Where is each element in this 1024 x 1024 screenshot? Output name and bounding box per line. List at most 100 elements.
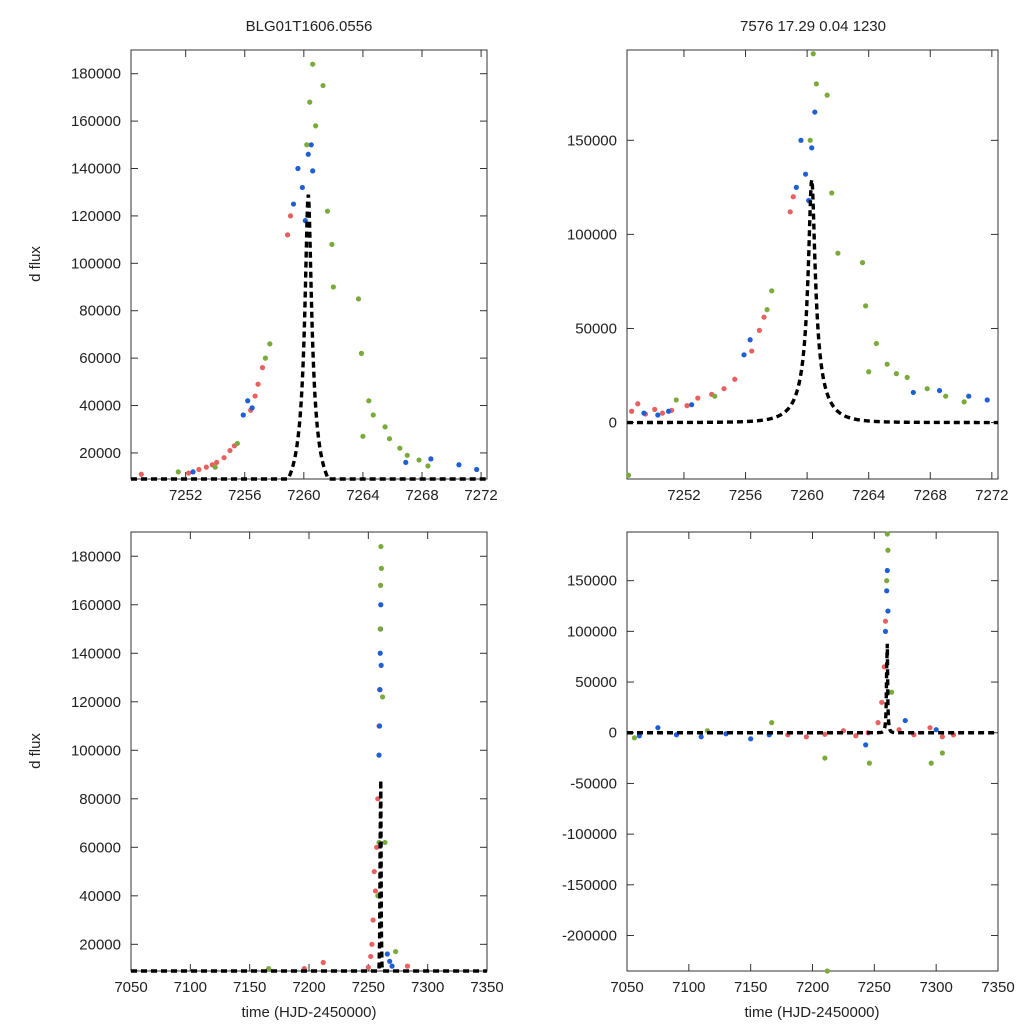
y-tick-label: 80000 [79,303,121,320]
data-point-blue [885,608,891,614]
data-point-green [943,393,949,399]
title-right: 7576 17.29 0.04 1230 [740,18,886,35]
data-point-green [397,445,403,451]
data-point-red [721,386,727,392]
data-point-green [835,250,841,256]
data-point-green [310,61,316,67]
data-point-blue [882,628,889,634]
data-point-blue [387,958,393,964]
data-point-green [262,355,269,361]
data-point-blue [290,201,297,207]
y-tick-label: 120000 [71,208,121,225]
y-tick-label: 160000 [71,113,121,130]
data-point-green [822,755,828,761]
plot-frame [626,49,999,480]
data-point-blue [377,723,383,729]
y-tick-label: -50000 [570,775,617,792]
y-tick-label: 140000 [71,161,121,178]
data-point-green [313,123,319,129]
data-point-red [252,393,258,399]
data-point-green [924,386,930,392]
data-point-blue [636,733,642,739]
data-point-red [803,734,809,740]
data-point-blue [377,650,383,656]
data-point-green [382,424,388,430]
data-point-green [175,469,181,475]
data-point-green [873,340,879,347]
data-point-green [320,82,326,89]
y-ticks: -200000 -150000 -100000 -50000 0 50000 100000 1… [562,573,998,945]
data-point-blue [403,459,409,466]
data-point-red [695,395,701,401]
panel-zoom-right: 7252 7256 7260 7264 7268 7272 0 50000 100000 150… [567,49,1009,504]
y-tick-label: 100000 [71,255,121,272]
x-tick-label: 7252 [667,487,700,504]
data-point-red [939,734,945,740]
data-point-blue [936,387,943,394]
x-tick-label: 7300 [919,979,952,996]
x-tick-label: 7268 [405,487,438,504]
data-point-red [203,464,209,470]
data-point-blue [428,456,434,462]
data-point-red [879,699,885,705]
data-point-green [377,582,384,588]
y-tick-label: 20000 [79,936,121,953]
data-point-green [769,720,775,726]
data-point-green [769,288,775,294]
data-point-blue [665,408,672,414]
y-axis-label: d flux [27,246,44,282]
data-point-red [196,466,202,473]
x-tick-label: 7268 [914,487,947,504]
data-point-green [939,750,945,756]
x-axis-label: time (HJD-2450000) [241,1004,376,1021]
model-curve [627,179,998,425]
data-point-red [404,963,411,969]
data-point-red [732,376,738,382]
data-point-red [684,403,690,409]
y-tick-label: 20000 [79,445,121,462]
data-point-green [859,260,866,266]
plot-frame [130,531,488,972]
data-point-blue [798,137,804,143]
y-ticks: 0 50000 100000 150000 [567,132,998,432]
data-point-blue [902,717,908,724]
data-point-red [374,844,380,850]
y-tick-label: 60000 [79,350,121,367]
x-tick-label: 7300 [411,979,444,996]
x-tick-label: 7264 [346,487,379,504]
data-point-blue [384,951,390,957]
data-point-blue [809,145,815,151]
data-point-green [378,565,384,571]
data-point-blue [812,109,818,115]
data-point-red [896,727,902,733]
x-axis-label: time (HJD-2450000) [744,1004,879,1021]
data-point-red [822,731,828,737]
x-tick-label: 7260 [790,487,823,504]
y-tick-label: -150000 [562,877,617,894]
data-point-green [266,965,272,972]
data-point-green [404,452,410,458]
y-tick-label: -200000 [562,928,617,945]
x-ticks: 7252 7256 7260 7264 7268 7272 [169,50,498,504]
data-point-green [355,296,362,302]
data-point-green [378,543,384,550]
data-points [266,543,411,972]
data-point-green [928,760,934,766]
data-point-green [884,531,890,537]
x-tick-label: 7260 [287,487,320,504]
data-point-red [853,733,859,739]
data-point-green [386,436,393,442]
data-point-blue [376,752,382,758]
data-point-red [756,327,762,333]
data-point-red [320,959,326,966]
data-point-red [652,406,658,412]
data-point-blue [378,662,384,668]
data-point-green [329,241,335,247]
data-point-blue [641,410,647,416]
data-point-blue [698,734,704,740]
data-point-green [212,464,218,470]
data-point-blue [305,151,311,157]
data-point-red [370,917,376,923]
data-point-red [787,209,793,215]
